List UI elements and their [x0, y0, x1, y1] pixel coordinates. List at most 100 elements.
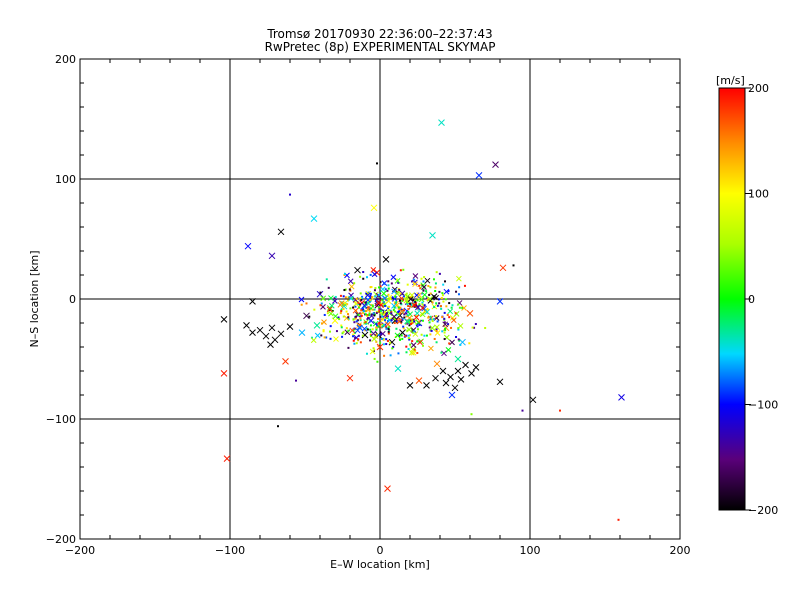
cloud-point-dot — [342, 307, 345, 310]
cross-stroke — [394, 290, 400, 297]
cloud-point-dot — [406, 314, 409, 317]
cloud-point-dot — [397, 352, 400, 355]
cloud-point-dot — [366, 313, 369, 316]
cloud-point-dot — [423, 304, 426, 307]
cross-stroke — [404, 318, 410, 325]
cloud-point-cross — [456, 275, 462, 282]
cloud-point-dot — [399, 312, 402, 315]
scatter-point-cross — [472, 364, 480, 371]
cloud-point-cross — [298, 296, 305, 303]
cloud-point-dot — [371, 308, 374, 311]
cloud-point-dot — [443, 331, 446, 334]
cloud-point-dot — [361, 334, 364, 337]
cross-stroke — [320, 295, 327, 302]
cloud-point-cross — [320, 295, 327, 302]
cloud-point-dot — [382, 338, 385, 341]
scatter-point-cross — [303, 312, 310, 320]
cloud-point-cross — [415, 304, 421, 311]
cloud-point-dot — [359, 303, 362, 306]
cloud-point-dot — [457, 293, 460, 296]
cross-stroke — [310, 215, 318, 222]
cross-stroke — [427, 298, 434, 304]
cloud-point-cross — [429, 325, 436, 331]
scatter-point-cross — [475, 172, 483, 179]
cloud-point-dot — [377, 325, 380, 328]
cloud-point-dot — [457, 338, 460, 341]
cloud-point-dot — [322, 329, 325, 332]
cross-stroke — [320, 304, 326, 310]
cross-stroke — [388, 338, 396, 346]
cloud-point-dot — [471, 326, 474, 329]
cross-stroke — [445, 346, 452, 353]
scatter-point-cross — [492, 161, 499, 168]
cloud-point-dot — [398, 288, 401, 291]
scatter-point-cross — [310, 215, 318, 222]
scatter-point-cross — [316, 290, 324, 298]
cloud-point-dot — [379, 341, 382, 344]
cloud-point-dot — [384, 288, 387, 291]
cross-stroke — [332, 298, 338, 304]
cloud-point-dot — [364, 313, 367, 316]
cloud-point-dot — [402, 295, 405, 298]
cloud-point-dot — [411, 340, 414, 343]
cloud-point-dot — [458, 286, 461, 289]
scatter-point-cross — [529, 396, 537, 404]
cloud-point-cross — [348, 283, 355, 290]
scatter-point-cross — [394, 365, 402, 372]
y-tick-label: −100 — [46, 413, 76, 426]
cloud-point-dot — [435, 315, 438, 318]
cloud-point-dot — [352, 335, 355, 338]
scatter-point-cross — [244, 242, 252, 250]
scatter-point-cross — [462, 361, 469, 369]
cross-stroke — [385, 321, 391, 328]
cloud-point-dot — [438, 302, 441, 305]
cross-stroke — [442, 379, 450, 387]
cross-stroke — [333, 336, 339, 342]
colorbar-label: [m/s] — [716, 74, 745, 87]
cross-stroke — [310, 337, 317, 344]
cloud-point-dot — [391, 296, 394, 299]
scatter-point-cross — [454, 367, 462, 375]
cloud-point-dot — [446, 313, 449, 316]
cloud-point-cross — [332, 313, 339, 320]
cloud-point-dot — [444, 327, 447, 330]
scatter-point-cross — [451, 384, 459, 392]
cloud-point-dot — [360, 308, 363, 311]
cross-stroke — [384, 485, 391, 492]
cloud-point-dot — [408, 320, 411, 323]
cloud-point-dot — [398, 299, 401, 302]
cloud-point-dot — [371, 328, 374, 331]
cross-stroke — [385, 298, 392, 304]
cross-stroke — [382, 295, 388, 301]
cross-stroke — [344, 272, 350, 279]
cross-stroke — [223, 455, 231, 462]
cloud-point-cross — [370, 330, 377, 337]
cloud-point-dot — [411, 321, 414, 324]
scatter-point-dot — [376, 162, 378, 165]
cross-stroke — [357, 324, 363, 331]
cross-stroke — [356, 322, 362, 328]
cloud-point-dot — [397, 306, 400, 309]
cross-stroke — [374, 300, 381, 307]
cross-stroke — [348, 295, 354, 302]
cloud-point-dot — [352, 306, 355, 309]
cross-stroke — [298, 296, 305, 303]
cloud-point-dot — [444, 280, 447, 283]
cross-stroke — [454, 355, 462, 363]
scatter-point-cross — [220, 370, 228, 377]
cloud-point-dot — [384, 316, 387, 319]
cloud-point-dot — [369, 299, 372, 302]
cloud-point-dot — [412, 299, 415, 302]
cross-stroke — [412, 331, 419, 337]
cloud-point-dot — [395, 301, 398, 304]
cloud-point-dot — [366, 318, 369, 321]
scatter-point-cross — [298, 329, 306, 336]
cloud-point-dot — [310, 336, 313, 339]
scatter-point-cross — [267, 341, 274, 348]
cloud-point-dot — [334, 295, 337, 298]
cloud-point-dot — [361, 295, 364, 298]
cloud-point-dot — [370, 296, 373, 299]
cloud-point-dot — [361, 296, 364, 299]
cloud-point-dot — [378, 322, 381, 325]
cross-stroke — [391, 288, 397, 295]
